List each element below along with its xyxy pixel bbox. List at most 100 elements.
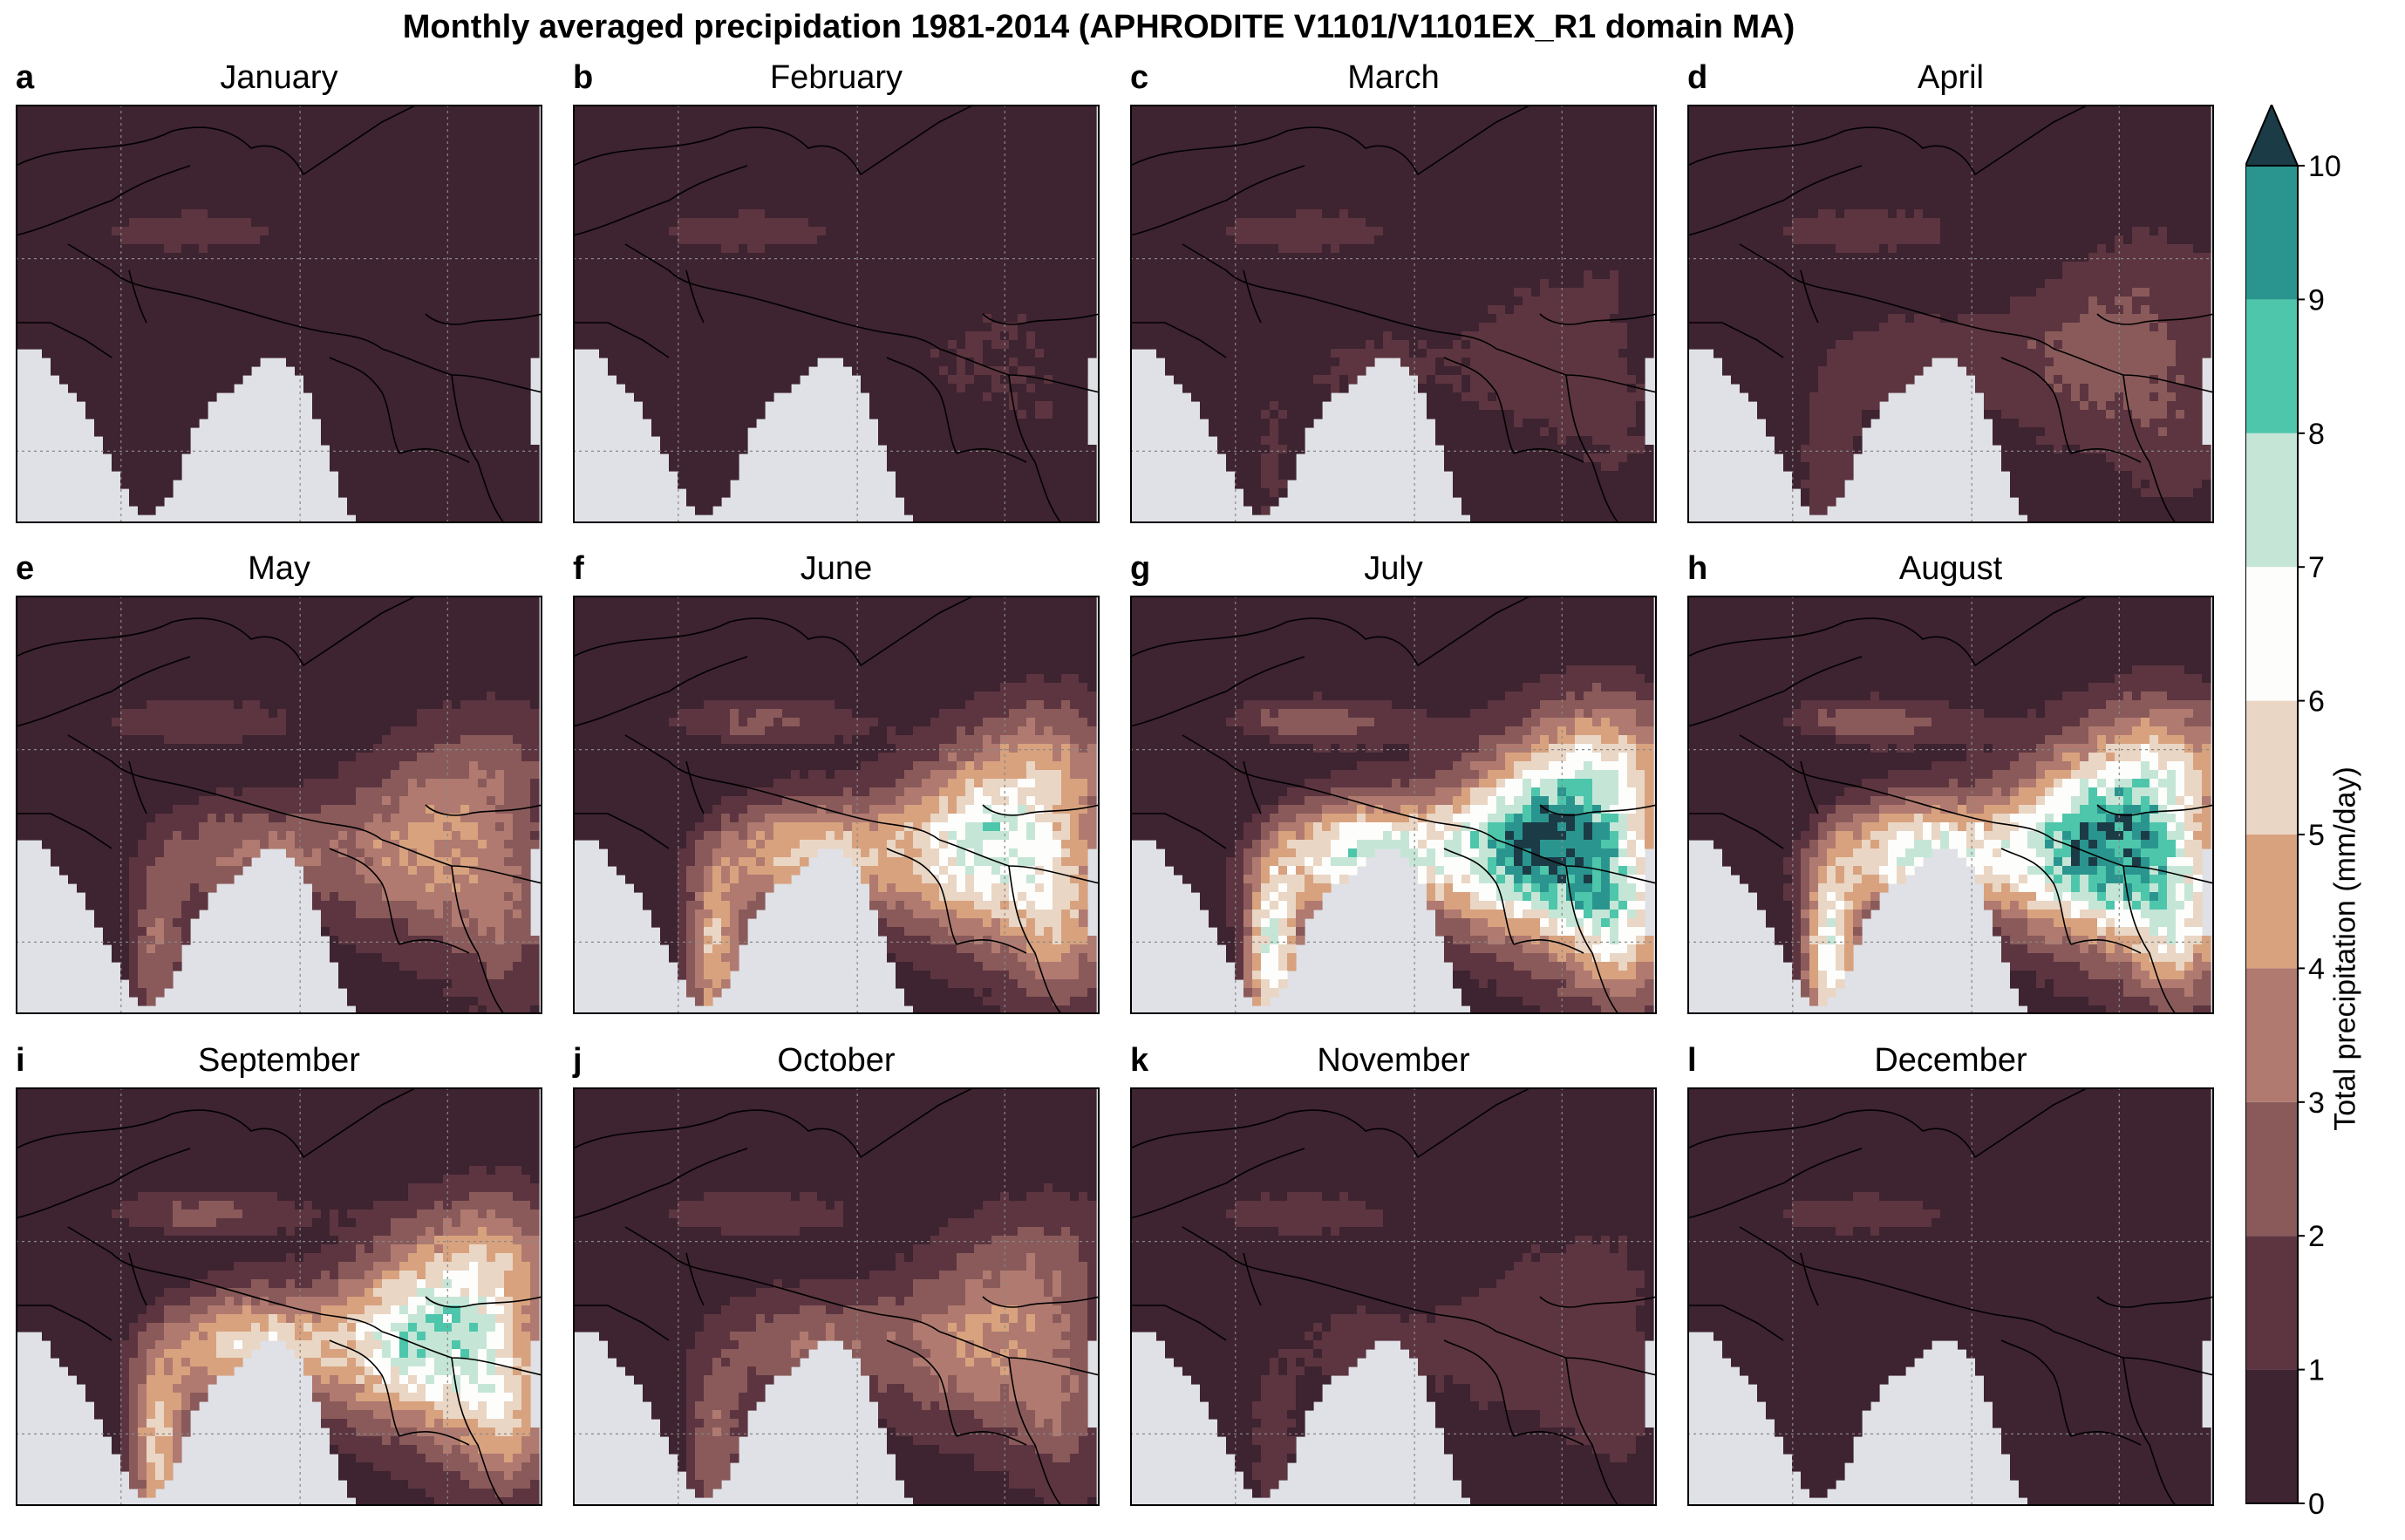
precip-cell (695, 349, 705, 358)
precip-cell (1061, 113, 1071, 123)
precip-cell (521, 166, 531, 175)
precip-cell (965, 157, 975, 167)
precip-cell (669, 401, 678, 411)
precip-cell (869, 305, 879, 315)
precip-cell (138, 113, 147, 123)
precip-cell (495, 314, 505, 324)
precip-cell (269, 157, 278, 167)
precip-cell (625, 157, 635, 167)
precip-cell (1053, 183, 1062, 193)
precip-cell (1061, 340, 1071, 350)
precip-cell (364, 209, 374, 219)
precip-cell (948, 340, 957, 350)
precip-cell (643, 279, 652, 289)
precip-cell (617, 192, 626, 201)
precip-cell (582, 331, 591, 341)
precip-cell (269, 262, 278, 271)
precip-cell (922, 192, 931, 201)
precip-cell (721, 410, 731, 419)
precip-cell (887, 314, 896, 324)
precip-cell (660, 157, 670, 167)
precip-cell (85, 192, 95, 201)
precip-cell (1044, 253, 1053, 262)
precip-cell (85, 174, 95, 184)
precip-cell (286, 296, 296, 306)
precip-cell (478, 174, 487, 184)
precip-cell (173, 201, 182, 210)
precip-cell (695, 209, 705, 219)
precip-cell (835, 218, 844, 228)
precip-cell (426, 192, 435, 201)
precip-cell (904, 227, 914, 236)
precip-cell (991, 113, 1001, 123)
precip-cell (94, 183, 104, 193)
precip-cell (904, 323, 914, 332)
precip-cell (68, 358, 78, 367)
precip-cell (922, 209, 931, 219)
precip-cell (686, 358, 696, 367)
precip-cell (460, 122, 470, 132)
precip-cell (617, 305, 626, 315)
precip-cell (800, 349, 809, 358)
precip-cell (321, 392, 330, 402)
precip-cell (686, 384, 696, 393)
precip-cell (896, 340, 905, 350)
precip-cell (1087, 253, 1097, 262)
precip-cell (452, 270, 461, 280)
precip-cell (861, 366, 870, 376)
precip-cell (199, 235, 208, 245)
precip-cell (112, 410, 121, 419)
precip-cell (408, 288, 418, 297)
precip-cell (312, 192, 322, 201)
precip-cell (199, 113, 208, 123)
precip-cell (1070, 122, 1080, 132)
precip-cell (199, 201, 208, 210)
precip-cell (1018, 209, 1027, 219)
precip-cell (817, 349, 827, 358)
precip-cell (321, 140, 330, 149)
precip-cell (817, 131, 827, 140)
precip-cell (957, 314, 966, 324)
precip-cell (487, 227, 496, 236)
precip-cell (504, 401, 514, 411)
precip-cell (765, 192, 774, 201)
precip-cell (747, 253, 757, 262)
precip-cell (373, 253, 383, 262)
precip-cell (33, 296, 43, 306)
precip-cell (295, 192, 304, 201)
precip-cell (1079, 218, 1088, 228)
precip-cell (208, 244, 217, 254)
precip-cell (85, 113, 95, 123)
precip-cell (478, 244, 487, 254)
precip-cell (974, 480, 984, 489)
precip-cell (896, 227, 905, 236)
precip-cell (965, 244, 975, 254)
precip-cell (286, 227, 296, 236)
precip-cell (94, 166, 104, 175)
precip-cell (721, 488, 731, 498)
precip-cell (260, 227, 269, 236)
precip-cell (242, 148, 252, 158)
precip-cell (1053, 323, 1062, 332)
precip-cell (1079, 331, 1088, 341)
precip-cell (1061, 235, 1071, 245)
precip-cell (1079, 227, 1088, 236)
precip-cell (791, 296, 801, 306)
precip-cell (225, 270, 235, 280)
precip-cell (521, 244, 531, 254)
precip-cell (269, 113, 278, 123)
precip-cell (756, 288, 766, 297)
precip-cell (965, 174, 975, 184)
precip-cell (251, 131, 261, 140)
precip-cell (756, 183, 766, 193)
precip-cell (590, 140, 600, 149)
precip-cell (399, 227, 409, 236)
precip-cell (1087, 209, 1097, 219)
precip-cell (242, 288, 252, 297)
precip-cell (59, 131, 69, 140)
precip-cell (460, 471, 470, 480)
precip-cell (1079, 131, 1088, 140)
precip-cell (643, 166, 652, 175)
precip-cell (260, 131, 269, 140)
precip-cell (530, 323, 540, 332)
